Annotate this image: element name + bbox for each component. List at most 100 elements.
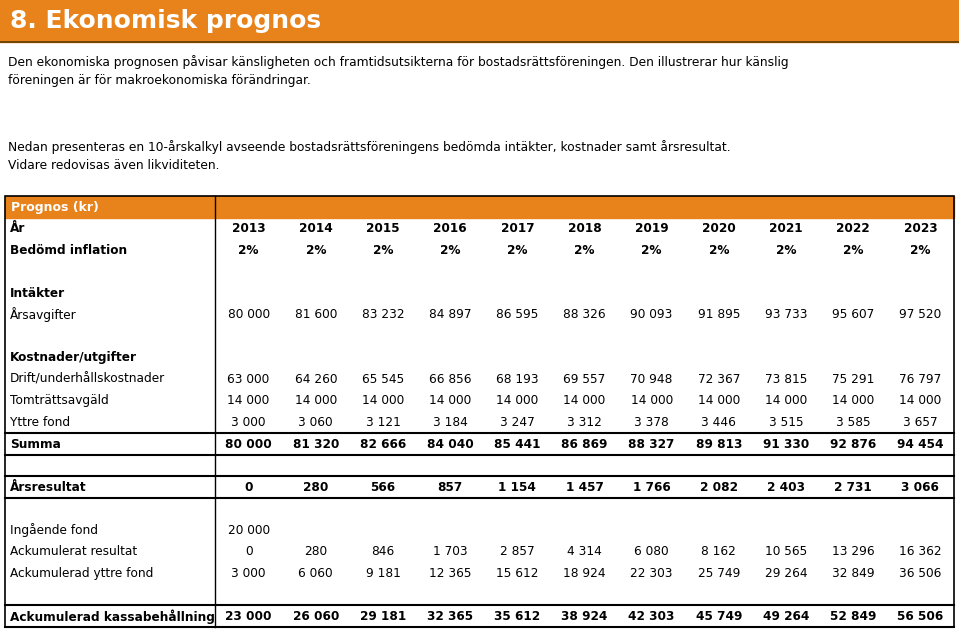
Text: 26 060: 26 060 — [292, 610, 339, 623]
Text: 29 264: 29 264 — [764, 567, 807, 580]
Text: 3 121: 3 121 — [365, 416, 401, 429]
Text: 38 924: 38 924 — [561, 610, 608, 623]
Text: 2022: 2022 — [836, 222, 870, 235]
Text: 14 000: 14 000 — [698, 394, 740, 408]
Text: 3 515: 3 515 — [769, 416, 804, 429]
Text: 3 000: 3 000 — [231, 416, 266, 429]
Text: 857: 857 — [437, 481, 463, 493]
Text: 45 749: 45 749 — [695, 610, 742, 623]
Text: 2 082: 2 082 — [700, 481, 737, 493]
Text: 97 520: 97 520 — [900, 309, 942, 321]
Text: 20 000: 20 000 — [227, 524, 269, 536]
Text: 64 260: 64 260 — [294, 373, 337, 386]
Text: 8 162: 8 162 — [701, 545, 737, 558]
Text: 14 000: 14 000 — [563, 394, 606, 408]
Text: 65 545: 65 545 — [362, 373, 404, 386]
Text: Den ekonomiska prognosen påvisar känsligheten och framtidsutsikterna för bostads: Den ekonomiska prognosen påvisar känslig… — [8, 55, 788, 88]
Text: Intäkter: Intäkter — [10, 287, 65, 300]
Text: Prognos (kr): Prognos (kr) — [11, 201, 99, 213]
Text: 2014: 2014 — [299, 222, 333, 235]
Text: 83 232: 83 232 — [362, 309, 405, 321]
Text: 1 766: 1 766 — [633, 481, 670, 493]
Text: 2%: 2% — [910, 244, 930, 257]
Text: Årsavgifter: Årsavgifter — [10, 307, 77, 322]
Text: 95 607: 95 607 — [832, 309, 875, 321]
Text: 88 326: 88 326 — [563, 309, 606, 321]
Text: 2016: 2016 — [433, 222, 467, 235]
Text: 2%: 2% — [776, 244, 796, 257]
Text: 14 000: 14 000 — [429, 394, 471, 408]
Text: Yttre fond: Yttre fond — [10, 416, 70, 429]
Text: 70 948: 70 948 — [630, 373, 673, 386]
Text: 92 876: 92 876 — [830, 437, 877, 451]
Text: 6 080: 6 080 — [634, 545, 669, 558]
Text: Summa: Summa — [10, 437, 60, 451]
Text: 94 454: 94 454 — [898, 437, 944, 451]
Text: 93 733: 93 733 — [764, 309, 807, 321]
Text: 63 000: 63 000 — [227, 373, 269, 386]
Text: Drift/underhållskostnader: Drift/underhållskostnader — [10, 373, 165, 386]
Text: 76 797: 76 797 — [900, 373, 942, 386]
Text: 2%: 2% — [440, 244, 460, 257]
Text: 14 000: 14 000 — [227, 394, 269, 408]
Text: 280: 280 — [304, 545, 327, 558]
Text: 91 330: 91 330 — [763, 437, 809, 451]
Text: 2%: 2% — [709, 244, 729, 257]
Text: 2021: 2021 — [769, 222, 803, 235]
Text: 36 506: 36 506 — [900, 567, 942, 580]
Text: 23 000: 23 000 — [225, 610, 271, 623]
Text: 89 813: 89 813 — [695, 437, 742, 451]
Text: 1 154: 1 154 — [499, 481, 536, 493]
Text: 75 291: 75 291 — [832, 373, 875, 386]
Text: 14 000: 14 000 — [765, 394, 807, 408]
Text: 69 557: 69 557 — [563, 373, 606, 386]
Text: Ackumulerat resultat: Ackumulerat resultat — [10, 545, 137, 558]
Text: 280: 280 — [303, 481, 329, 493]
Text: Årsresultat: Årsresultat — [10, 481, 86, 493]
Text: 10 565: 10 565 — [765, 545, 807, 558]
Text: 2%: 2% — [642, 244, 662, 257]
Text: 2%: 2% — [306, 244, 326, 257]
Text: 32 365: 32 365 — [427, 610, 473, 623]
Text: Nedan presenteras en 10-årskalkyl avseende bostadsrättsföreningens bedömda intäk: Nedan presenteras en 10-årskalkyl avseen… — [8, 140, 731, 172]
Text: 42 303: 42 303 — [628, 610, 675, 623]
Bar — [5, 196, 954, 627]
Text: 15 612: 15 612 — [496, 567, 539, 580]
Text: 91 895: 91 895 — [697, 309, 740, 321]
Text: 8. Ekonomisk prognos: 8. Ekonomisk prognos — [10, 9, 321, 33]
Text: 1 457: 1 457 — [566, 481, 603, 493]
Text: 22 303: 22 303 — [630, 567, 673, 580]
Text: 14 000: 14 000 — [362, 394, 404, 408]
Text: 14 000: 14 000 — [832, 394, 875, 408]
Text: 68 193: 68 193 — [496, 373, 539, 386]
Text: 566: 566 — [370, 481, 395, 493]
Text: 3 247: 3 247 — [500, 416, 535, 429]
Text: 29 181: 29 181 — [360, 610, 406, 623]
Text: 3 585: 3 585 — [836, 416, 871, 429]
Text: 86 869: 86 869 — [561, 437, 608, 451]
Text: 72 367: 72 367 — [698, 373, 740, 386]
Text: 846: 846 — [371, 545, 394, 558]
Text: Ingående fond: Ingående fond — [10, 523, 98, 537]
Text: 3 184: 3 184 — [433, 416, 468, 429]
Text: 2 731: 2 731 — [834, 481, 872, 493]
Text: 85 441: 85 441 — [494, 437, 541, 451]
Text: 2019: 2019 — [635, 222, 668, 235]
Text: 32 849: 32 849 — [831, 567, 875, 580]
Text: 90 093: 90 093 — [630, 309, 673, 321]
Text: 2%: 2% — [574, 244, 595, 257]
Text: 2020: 2020 — [702, 222, 736, 235]
Text: 2%: 2% — [239, 244, 259, 257]
Text: 3 066: 3 066 — [901, 481, 940, 493]
Text: 3 312: 3 312 — [567, 416, 602, 429]
Text: 2017: 2017 — [501, 222, 534, 235]
Text: 2%: 2% — [507, 244, 527, 257]
Text: 2%: 2% — [843, 244, 863, 257]
Text: År: År — [10, 222, 25, 235]
Text: 25 749: 25 749 — [698, 567, 740, 580]
Text: 4 314: 4 314 — [567, 545, 602, 558]
Text: 2018: 2018 — [568, 222, 601, 235]
Text: 86 595: 86 595 — [496, 309, 539, 321]
Text: 0: 0 — [245, 545, 252, 558]
Text: 3 060: 3 060 — [298, 416, 333, 429]
